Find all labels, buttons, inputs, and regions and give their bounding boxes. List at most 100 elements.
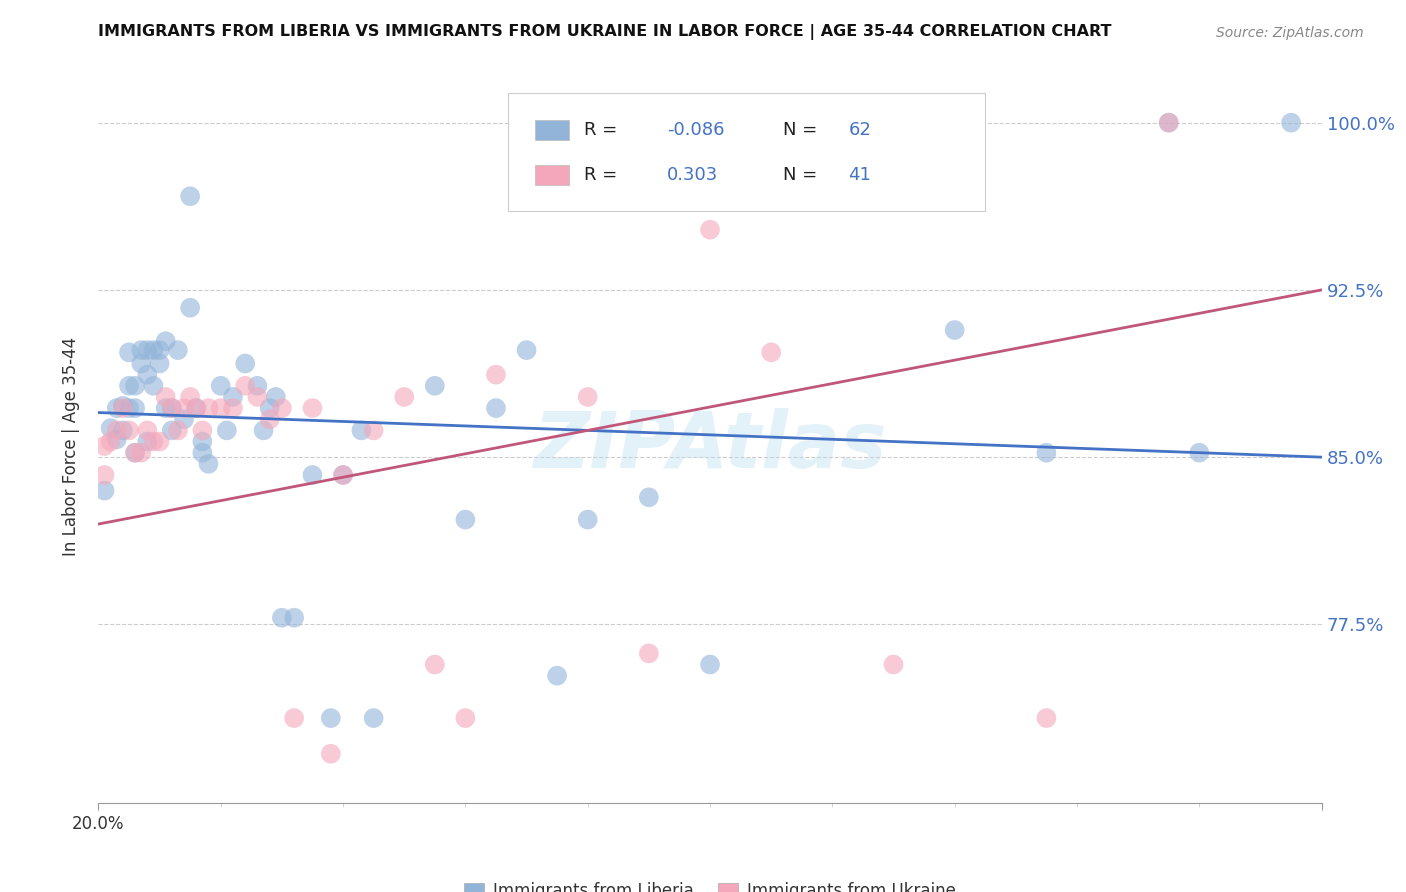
Text: 41: 41: [848, 166, 872, 184]
Point: [93, 467, 115, 482]
Point: [546, 668, 568, 682]
Point: [149, 356, 172, 370]
Point: [252, 423, 274, 437]
Point: [191, 423, 214, 437]
Point: [350, 423, 373, 437]
Point: [332, 467, 354, 482]
Text: R =: R =: [583, 166, 623, 184]
Point: [149, 434, 172, 449]
Point: [319, 711, 342, 725]
FancyBboxPatch shape: [536, 120, 569, 140]
Point: [209, 401, 232, 415]
Point: [699, 222, 721, 236]
Point: [215, 423, 238, 437]
Point: [160, 401, 183, 415]
Point: [191, 445, 214, 459]
Point: [233, 356, 256, 370]
Point: [124, 401, 146, 415]
Point: [197, 457, 219, 471]
Text: -0.086: -0.086: [668, 121, 724, 139]
Point: [454, 512, 477, 526]
Point: [319, 747, 342, 761]
Point: [209, 378, 232, 392]
Point: [149, 343, 172, 357]
Point: [283, 610, 305, 624]
Point: [124, 445, 146, 459]
Point: [167, 423, 190, 437]
Point: [129, 356, 152, 370]
Point: [142, 378, 165, 392]
Point: [485, 401, 508, 415]
Point: [197, 401, 219, 415]
Point: [259, 412, 281, 426]
Point: [363, 711, 385, 725]
Point: [699, 657, 721, 672]
Point: [454, 711, 477, 725]
Text: R =: R =: [583, 121, 623, 139]
Point: [576, 512, 599, 526]
Point: [264, 390, 287, 404]
Point: [1157, 115, 1180, 129]
Point: [246, 378, 269, 392]
FancyBboxPatch shape: [536, 165, 569, 185]
Point: [173, 412, 195, 426]
Point: [160, 423, 183, 437]
Point: [270, 610, 292, 624]
Point: [222, 390, 245, 404]
Point: [111, 401, 134, 415]
Point: [136, 343, 159, 357]
Point: [423, 378, 446, 392]
Point: [1157, 115, 1180, 129]
Point: [1188, 445, 1211, 459]
Point: [637, 646, 661, 660]
Point: [943, 323, 966, 337]
Point: [246, 390, 269, 404]
Point: [301, 467, 323, 482]
Point: [136, 434, 159, 449]
Point: [179, 390, 201, 404]
Point: [118, 401, 141, 415]
Point: [105, 432, 128, 446]
Point: [283, 711, 305, 725]
Point: [155, 390, 177, 404]
Point: [186, 401, 208, 415]
Point: [105, 423, 128, 437]
Point: [93, 483, 115, 498]
Point: [118, 345, 141, 359]
Point: [124, 378, 146, 392]
Point: [167, 343, 190, 357]
Point: [1035, 711, 1057, 725]
Point: [233, 378, 256, 392]
Text: IMMIGRANTS FROM LIBERIA VS IMMIGRANTS FROM UKRAINE IN LABOR FORCE | AGE 35-44 CO: IMMIGRANTS FROM LIBERIA VS IMMIGRANTS FR…: [98, 24, 1112, 40]
Point: [222, 401, 245, 415]
Point: [516, 343, 538, 357]
Point: [576, 390, 599, 404]
FancyBboxPatch shape: [508, 93, 986, 211]
Point: [301, 401, 323, 415]
Point: [173, 401, 195, 415]
Point: [105, 401, 128, 415]
Point: [637, 490, 661, 504]
Text: ZIPAtlas: ZIPAtlas: [533, 408, 887, 484]
Point: [423, 657, 446, 672]
Y-axis label: In Labor Force | Age 35-44: In Labor Force | Age 35-44: [62, 336, 80, 556]
Point: [142, 434, 165, 449]
Point: [160, 401, 183, 415]
Point: [118, 378, 141, 392]
Point: [759, 345, 782, 359]
Point: [363, 423, 385, 437]
Point: [155, 334, 177, 348]
Point: [111, 399, 134, 413]
Point: [392, 824, 416, 838]
Point: [259, 401, 281, 415]
Point: [179, 189, 201, 203]
Point: [186, 401, 208, 415]
Point: [155, 401, 177, 415]
Point: [1035, 445, 1057, 459]
Point: [270, 401, 292, 415]
Point: [392, 390, 416, 404]
Text: 0.303: 0.303: [668, 166, 718, 184]
Point: [129, 343, 152, 357]
Text: 62: 62: [848, 121, 872, 139]
Point: [100, 421, 122, 435]
